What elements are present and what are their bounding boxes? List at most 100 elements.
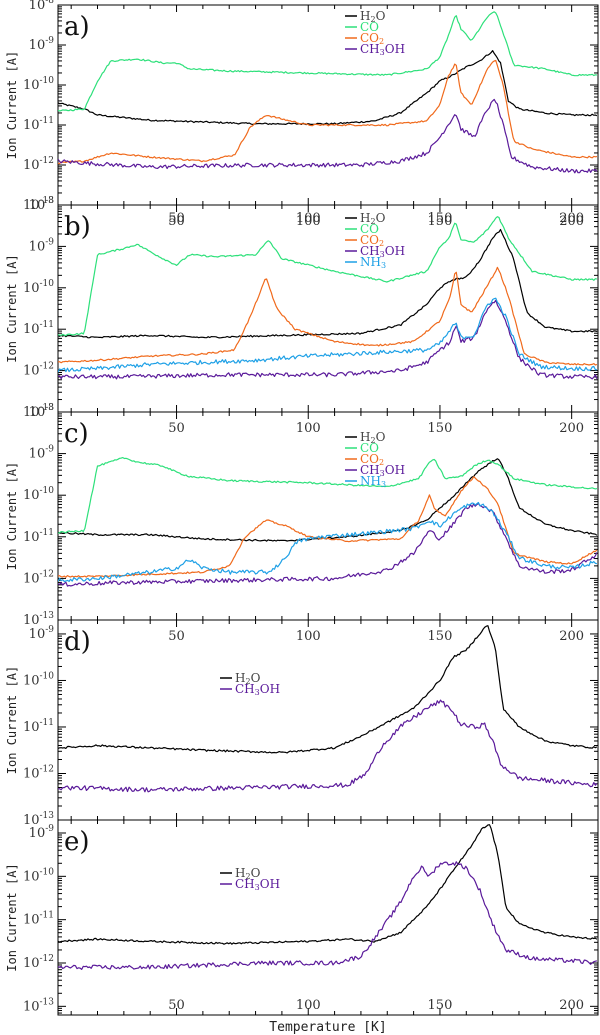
y-tick-label: 10-10 [23, 279, 54, 296]
legend-entry: H2O [360, 211, 386, 226]
plot-frame [57, 819, 599, 1016]
panel-d: 50 100 150 200 10-9 10-10 10-11 10-12 10-13 Ion C… [5, 619, 599, 828]
x-tick-label: 50 [168, 421, 185, 436]
x-tick-label: 50 [168, 214, 185, 229]
series-line-co [58, 216, 598, 337]
y-tick-label: 10-11 [23, 718, 54, 735]
x-tick-label: 50 [168, 211, 185, 226]
series-line-nh3 [58, 297, 597, 373]
legend-entry: CH3OH [360, 42, 405, 57]
series-line-h2o [58, 625, 598, 754]
series-line-co [58, 457, 598, 534]
x-tick-label: 100 [296, 214, 321, 229]
legend-entry: H2O [235, 671, 261, 686]
y-axis-label: Ion Current [A] [5, 666, 19, 774]
y-tick-label: 10-9 [29, 445, 55, 462]
y-tick-label: 10-9 [29, 237, 55, 254]
legend-entry: H2O [360, 430, 386, 445]
y-axis-label: Ion Current [A] [5, 462, 19, 570]
series-line-co [58, 11, 597, 112]
y-tick-label: 10-8 [29, 0, 55, 13]
series-line-h2o [58, 50, 598, 126]
y-tick-label: 10-10 [23, 671, 54, 688]
legend-entry: H2O [360, 9, 386, 24]
panel-label: a) [64, 12, 90, 42]
y-tick-label: 10-10 [23, 867, 54, 884]
x-tick-label: 100 [296, 629, 321, 644]
legend-entry: CO [360, 222, 379, 236]
plot-frame [57, 204, 599, 413]
x-tick-label: 150 [428, 214, 453, 229]
legend-entry: NH3 [360, 255, 386, 270]
y-tick-label: 10-13 [23, 196, 54, 213]
legend-entry: CH3OH [360, 244, 405, 259]
x-tick-label: 100 [296, 211, 321, 226]
y-tick-label: 10-10 [23, 486, 54, 503]
legend-entry: CH3OH [235, 877, 280, 892]
y-tick-label: 10-13 [23, 611, 54, 628]
x-tick-label: 50 [168, 629, 185, 644]
series-line-h2o [58, 458, 598, 542]
y-tick-label: 10-12 [23, 569, 54, 586]
legend-entry: CH3OH [360, 463, 405, 478]
x-tick-label: 150 [428, 629, 453, 644]
y-tick-label: 10-12 [23, 954, 54, 971]
x-tick-label: 200 [559, 629, 584, 644]
x-tick-label: 100 [296, 998, 321, 1013]
y-tick-label: 10-9 [29, 824, 55, 841]
y-tick-label: 10-10 [23, 76, 54, 93]
legend-entry: CO [360, 20, 379, 34]
y-tick-label: 10-11 [23, 320, 54, 337]
y-axis-label: Ion Current [A] [5, 254, 19, 362]
y-tick-label: 10-11 [23, 116, 54, 133]
panel-e: 50 100 150 200 10-9 10-10 10-11 10-12 10-13 Ion C… [5, 819, 599, 1035]
x-axis-label: Temperature [K] [269, 1020, 386, 1035]
y-tick-label: 10-13 [23, 997, 54, 1014]
series-line-ch3oh [58, 98, 598, 174]
y-tick-label: 10-12 [23, 156, 54, 173]
panel-label: e) [64, 827, 90, 857]
series-line-ch3oh [58, 699, 598, 793]
panel-label: d) [64, 627, 91, 657]
y-tick-label: 10-11 [23, 911, 54, 928]
x-tick-label: 150 [428, 421, 453, 436]
x-tick-label: 150 [428, 998, 453, 1013]
y-tick-label: 10-12 [23, 764, 54, 781]
series-line-co2 [58, 476, 598, 578]
y-tick-label: 10-11 [23, 528, 54, 545]
x-tick-label: 50 [168, 998, 185, 1013]
y-tick-label: 10-8 [29, 196, 55, 213]
panel-label: c) [64, 419, 89, 449]
x-tick-label: 200 [559, 421, 584, 436]
y-tick-label: 10-9 [29, 625, 55, 642]
panel-b: 50 100 150 200 10-8 10-9 10-10 10-11 10-12 10-13 I… [5, 196, 599, 420]
legend-entry: CO2 [360, 31, 384, 46]
x-tick-label: 150 [428, 211, 453, 226]
plot-frame [57, 4, 599, 206]
x-tick-label: 200 [559, 214, 584, 229]
series-line-ch3oh [58, 299, 598, 380]
y-tick-label: 10-12 [23, 362, 54, 379]
panel-label: b) [64, 212, 91, 242]
y-axis-label: Ion Current [A] [5, 51, 19, 159]
series-line-co2 [58, 266, 598, 366]
panel-a: 50 100 150 200 10-8 10-9 10-10 10-11 10-12 10-13 I… [5, 0, 599, 226]
legend-entry: CO2 [360, 452, 384, 467]
legend-entry: NH3 [360, 474, 386, 489]
x-tick-label: 200 [559, 211, 584, 226]
y-tick-label: 10-13 [23, 403, 54, 420]
x-tick-label: 100 [296, 421, 321, 436]
legend-entry: CO [360, 441, 379, 455]
y-tick-label: 10-9 [29, 36, 55, 53]
panel-c: 50 100 150 200 10-8 10-9 10-10 10-11 10-12 10-13 I… [5, 403, 599, 628]
plot-frame [57, 411, 599, 621]
y-tick-label: 10-8 [29, 403, 55, 420]
legend-entry: H2O [235, 866, 261, 881]
series-line-co2 [58, 59, 598, 165]
y-tick-label: 10-13 [23, 811, 54, 828]
series-line-ch3oh [58, 861, 598, 970]
legend-entry: CH3OH [235, 682, 280, 697]
series-line-h2o [58, 824, 598, 945]
x-tick-label: 200 [559, 998, 584, 1013]
